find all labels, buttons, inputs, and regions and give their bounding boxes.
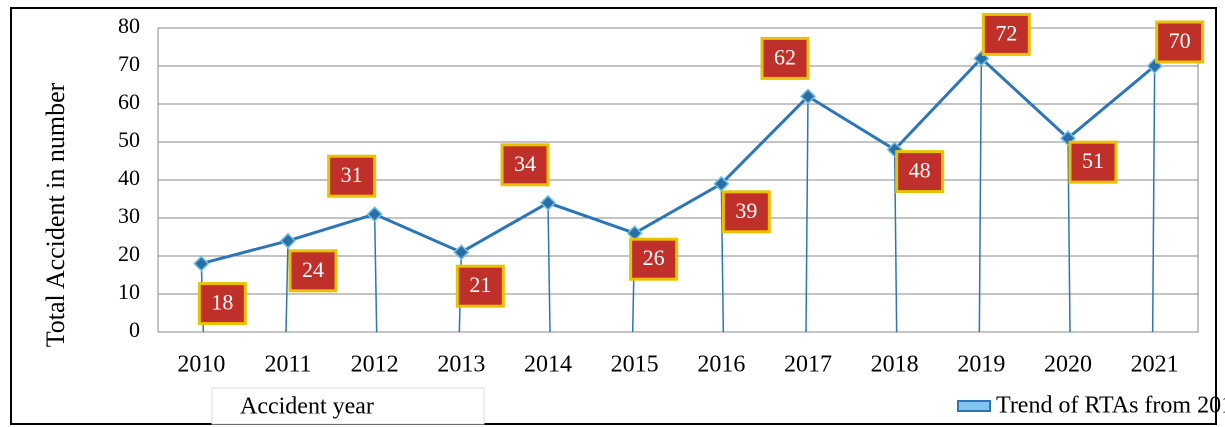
y-tick-label: 60 (118, 89, 140, 114)
data-label: 39 (735, 198, 757, 223)
data-label: 21 (469, 272, 491, 297)
marker (453, 244, 470, 261)
y-tick-label: 0 (129, 317, 140, 342)
data-label: 18 (211, 290, 233, 315)
plot-border (157, 27, 1199, 333)
data-label: 48 (909, 158, 931, 183)
x-tick-label: 2012 (351, 352, 399, 378)
drop-line (978, 58, 983, 333)
chart-frame (10, 7, 1217, 425)
x-tick-label: 2021 (1131, 352, 1179, 378)
label-box (760, 36, 810, 80)
y-tick-label: 30 (118, 203, 140, 228)
data-label: 72 (995, 20, 1017, 45)
x-tick-label: 2010 (177, 352, 225, 378)
label-box (1155, 20, 1205, 64)
drop-line (893, 149, 898, 333)
label-box (288, 249, 338, 293)
marker (279, 232, 297, 249)
y-tick-label: 10 (118, 279, 140, 304)
marker (539, 194, 557, 211)
y-tick-label: 50 (118, 127, 140, 152)
x-tick-label: 2020 (1044, 352, 1092, 378)
data-label: 31 (341, 162, 363, 187)
drop-line (547, 202, 551, 333)
x-axis-label: Accident year (240, 394, 374, 420)
y-tick-label: 20 (118, 241, 140, 266)
x-label-box (211, 387, 485, 425)
data-label: 34 (514, 151, 536, 176)
marker (366, 206, 383, 223)
x-tick-label: 2011 (264, 352, 311, 378)
label-box (721, 190, 771, 234)
y-tick-label: 80 (118, 13, 140, 38)
x-tick-label: 2017 (784, 352, 832, 378)
label-box (197, 282, 247, 326)
y-tick-label: 40 (118, 165, 140, 190)
drop-line (285, 240, 289, 333)
x-tick-label: 2013 (437, 352, 485, 378)
drop-line (720, 183, 725, 333)
marker (886, 141, 903, 158)
x-tick-label: 2019 (957, 352, 1005, 378)
x-tick-label: 2014 (524, 352, 572, 378)
label-box (455, 264, 505, 308)
drop-line (805, 96, 809, 333)
label-box (1068, 140, 1118, 184)
y-tick-label: 70 (118, 51, 140, 76)
data-label: 26 (643, 245, 665, 270)
data-label: 51 (1082, 148, 1104, 173)
data-label: 70 (1169, 28, 1191, 53)
drop-line (1067, 138, 1071, 333)
legend-swatch (957, 400, 991, 412)
x-tick-label: 2015 (611, 352, 659, 378)
marker (1146, 57, 1163, 75)
drop-line (373, 214, 378, 333)
marker (799, 88, 817, 105)
series-line (200, 56, 1156, 266)
label-box (981, 12, 1031, 56)
marker (193, 255, 210, 272)
label-box (500, 143, 550, 187)
label-box (629, 237, 679, 281)
marker (713, 175, 730, 192)
label-box (895, 150, 945, 194)
data-label: 62 (774, 44, 796, 69)
label-box (327, 154, 377, 198)
drop-line (1151, 65, 1156, 333)
legend-label: Trend of RTAs from 2010-2021 (996, 393, 1225, 419)
data-label: 24 (302, 257, 324, 282)
x-tick-label: 2018 (871, 352, 919, 378)
x-tick-label: 2016 (697, 352, 745, 378)
y-axis-label: Total Accident in number (41, 82, 70, 347)
